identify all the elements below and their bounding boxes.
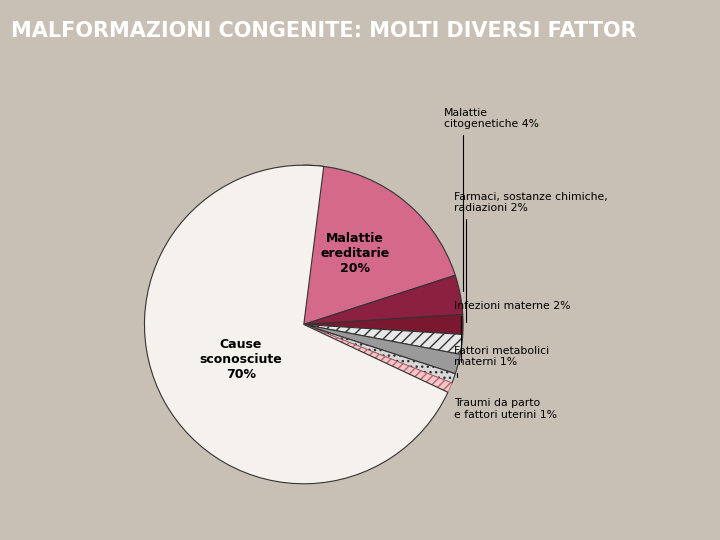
Wedge shape [304, 314, 463, 334]
Text: Cause
sconosciute
70%: Cause sconosciute 70% [199, 338, 282, 381]
Text: Farmaci, sostanze chimiche,
radiazioni 2%: Farmaci, sostanze chimiche, radiazioni 2… [454, 192, 608, 322]
Wedge shape [304, 325, 460, 374]
Text: Infezioni materne 2%: Infezioni materne 2% [454, 301, 570, 362]
Wedge shape [304, 325, 452, 392]
Wedge shape [304, 325, 455, 383]
Text: Fattori metabolici
materni 1%: Fattori metabolici materni 1% [454, 346, 549, 377]
Wedge shape [304, 275, 463, 325]
Text: Traumi da parto
e fattori uterini 1%: Traumi da parto e fattori uterini 1% [453, 392, 557, 420]
Wedge shape [304, 165, 455, 325]
Text: Malattie
citogenetiche 4%: Malattie citogenetiche 4% [444, 107, 539, 291]
Wedge shape [145, 165, 448, 484]
Text: MALFORMAZIONI CONGENITE: MOLTI DIVERSI FATTOR: MALFORMAZIONI CONGENITE: MOLTI DIVERSI F… [11, 21, 636, 41]
Text: Malattie
ereditarie
20%: Malattie ereditarie 20% [320, 232, 390, 275]
Wedge shape [304, 325, 463, 354]
